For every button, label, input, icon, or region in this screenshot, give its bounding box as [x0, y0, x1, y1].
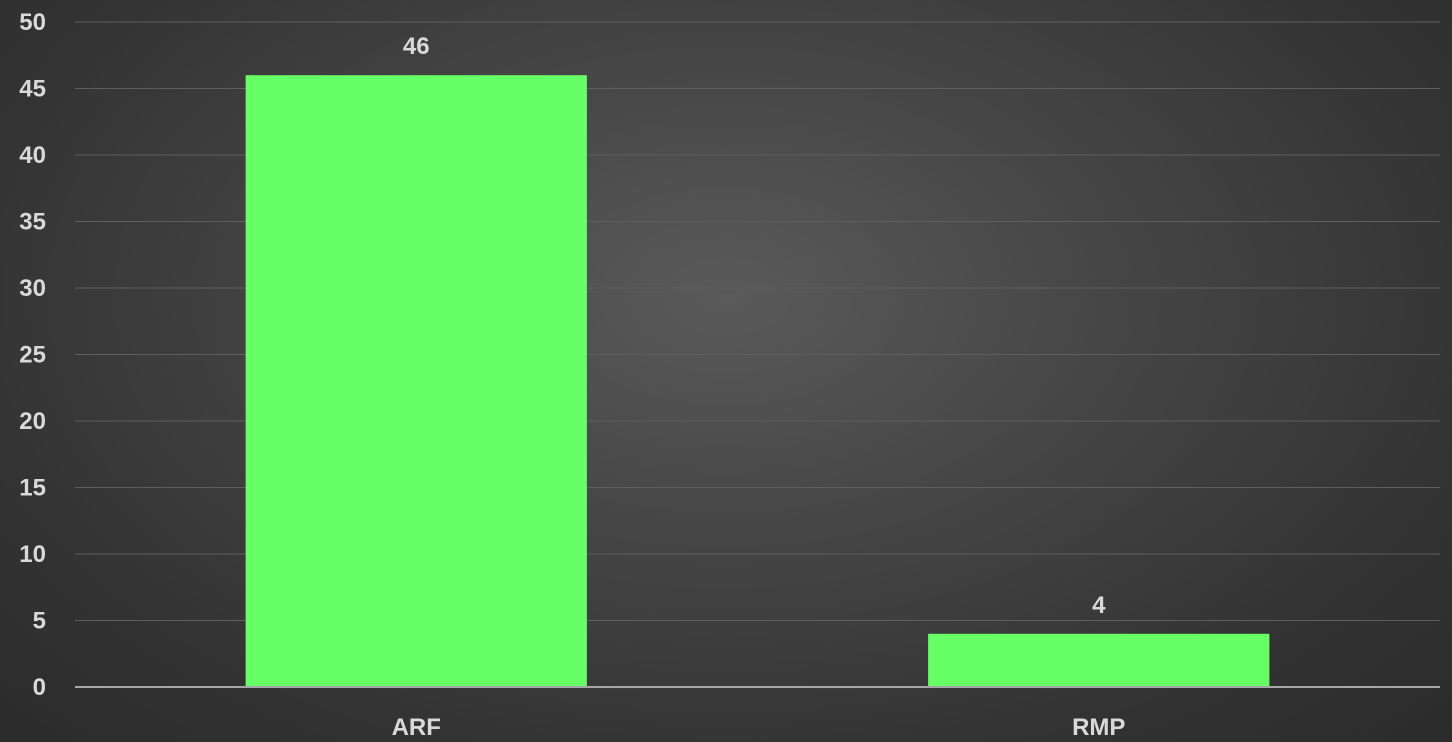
x-tick-label-arf: ARF [392, 714, 441, 741]
y-tick-label: 5 [33, 608, 46, 635]
x-axis-category-labels: ARF RMP [392, 714, 1126, 741]
data-label-arf: 46 [403, 33, 430, 60]
y-tick-label: 30 [19, 275, 46, 302]
bar-rmp [928, 633, 1270, 687]
y-tick-label: 10 [19, 541, 46, 568]
x-tick-label-rmp: RMP [1072, 714, 1125, 741]
y-tick-label: 25 [19, 342, 46, 369]
bar-arf [245, 75, 587, 687]
y-tick-label: 20 [19, 408, 46, 435]
y-tick-label: 35 [19, 209, 46, 236]
y-axis-tick-labels: 0 5 10 15 20 25 30 35 40 45 50 [19, 9, 46, 701]
bars [245, 75, 1270, 687]
data-labels: 46 4 [403, 33, 1106, 619]
y-tick-label: 40 [19, 142, 46, 169]
y-tick-label: 15 [19, 475, 46, 502]
data-label-rmp: 4 [1092, 592, 1106, 619]
y-tick-label: 45 [19, 76, 46, 103]
y-tick-label: 50 [19, 9, 46, 36]
y-tick-label: 0 [33, 674, 46, 701]
